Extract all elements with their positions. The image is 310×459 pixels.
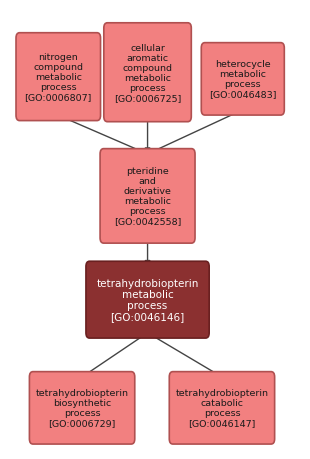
Text: tetrahydrobiopterin
metabolic
process
[GO:0046146]: tetrahydrobiopterin metabolic process [G…	[96, 278, 199, 322]
Text: cellular
aromatic
compound
metabolic
process
[GO:0006725]: cellular aromatic compound metabolic pro…	[114, 44, 181, 103]
FancyBboxPatch shape	[201, 44, 284, 116]
FancyBboxPatch shape	[16, 34, 100, 121]
FancyBboxPatch shape	[104, 24, 191, 123]
Text: nitrogen
compound
metabolic
process
[GO:0006807]: nitrogen compound metabolic process [GO:…	[24, 53, 92, 102]
Text: heterocycle
metabolic
process
[GO:0046483]: heterocycle metabolic process [GO:004648…	[209, 60, 277, 99]
Text: pteridine
and
derivative
metabolic
process
[GO:0042558]: pteridine and derivative metabolic proce…	[114, 167, 181, 226]
FancyBboxPatch shape	[29, 372, 135, 444]
FancyBboxPatch shape	[100, 149, 195, 244]
FancyBboxPatch shape	[86, 262, 209, 338]
Text: tetrahydrobiopterin
catabolic
process
[GO:0046147]: tetrahydrobiopterin catabolic process [G…	[175, 388, 268, 427]
Text: tetrahydrobiopterin
biosynthetic
process
[GO:0006729]: tetrahydrobiopterin biosynthetic process…	[36, 388, 129, 427]
FancyBboxPatch shape	[169, 372, 275, 444]
